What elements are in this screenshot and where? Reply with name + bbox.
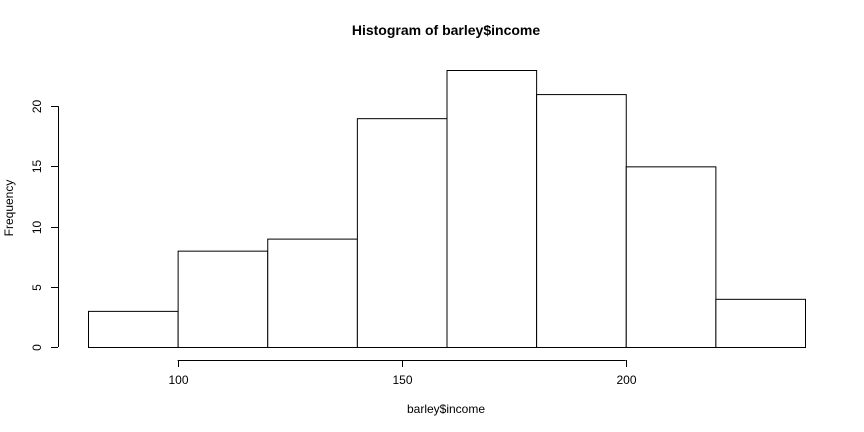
histogram-bar-1 bbox=[88, 310, 179, 349]
y-tick-label-20: 20 bbox=[30, 100, 44, 114]
y-tick-label-15: 15 bbox=[30, 160, 44, 174]
x-axis-label: barley$income bbox=[407, 402, 485, 416]
x-tick-label-100: 100 bbox=[168, 373, 188, 387]
histogram-bar-6 bbox=[536, 94, 627, 348]
y-axis: 0 5 10 15 20 bbox=[30, 100, 59, 351]
histogram-bar-5 bbox=[446, 70, 538, 348]
x-tick-label-200: 200 bbox=[616, 373, 636, 387]
x-tick-label-150: 150 bbox=[392, 373, 412, 387]
histogram-bar-3 bbox=[267, 238, 358, 348]
histogram-bar-7 bbox=[625, 166, 717, 348]
y-tick-label-10: 10 bbox=[30, 221, 44, 235]
x-axis: 100 150 200 bbox=[168, 360, 637, 387]
y-tick-label-5: 5 bbox=[30, 284, 44, 291]
chart-title: Histogram of barley$income bbox=[352, 22, 540, 38]
y-tick-label-0: 0 bbox=[30, 344, 44, 351]
histogram-bar-8 bbox=[715, 298, 806, 348]
histogram-bar-4 bbox=[356, 118, 448, 348]
bars-group bbox=[88, 70, 806, 349]
histogram-bar-2 bbox=[177, 250, 269, 348]
y-axis-label: Frequency bbox=[2, 180, 16, 237]
